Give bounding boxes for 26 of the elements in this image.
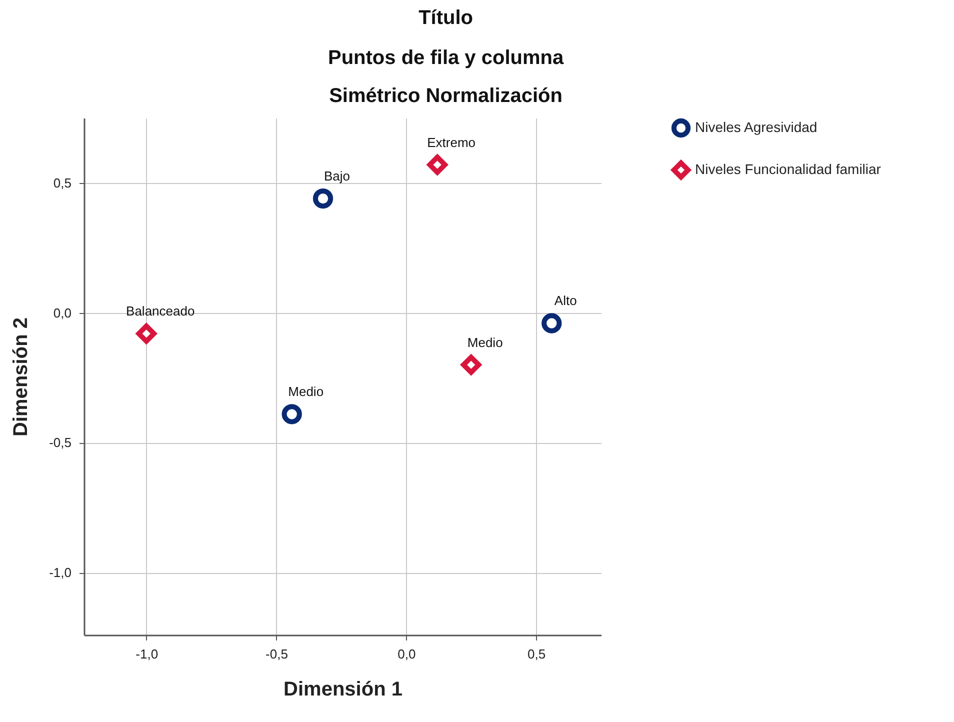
x-tick-label: -0,5 xyxy=(266,646,288,662)
x-tick-label: -1,0 xyxy=(136,646,158,662)
data-label: Medio xyxy=(467,334,503,350)
y-axis-title: Dimensión 2 xyxy=(10,318,32,436)
point xyxy=(282,404,302,424)
chart-subtitle: Puntos de fila y columna Simétrico Normalización xyxy=(328,47,564,107)
point xyxy=(427,154,448,175)
point xyxy=(136,324,156,344)
legend-label: Niveles Funcionalidad familiar xyxy=(695,161,882,177)
point xyxy=(542,313,562,334)
y-tick-label: 0,0 xyxy=(53,305,72,320)
point xyxy=(312,188,334,209)
y-tick-label: 0,5 xyxy=(53,175,72,190)
x-axis-title: Dimensión 1 xyxy=(284,678,402,700)
y-tick-label: -0,5 xyxy=(49,435,72,450)
data-label: Bajo xyxy=(324,168,350,184)
data-label: Balanceado xyxy=(126,304,195,319)
chart-title: Título xyxy=(418,7,474,29)
data-label: Alto xyxy=(554,293,577,308)
data-label: Extremo xyxy=(427,134,476,150)
y-tick-label: -1,0 xyxy=(49,565,72,580)
data-label: Medio xyxy=(288,384,324,400)
x-tick-label: 0,0 xyxy=(398,646,416,662)
legend-label: Niveles Agresividad xyxy=(695,119,818,135)
x-tick-label: 0,5 xyxy=(528,646,546,662)
point xyxy=(461,354,482,375)
